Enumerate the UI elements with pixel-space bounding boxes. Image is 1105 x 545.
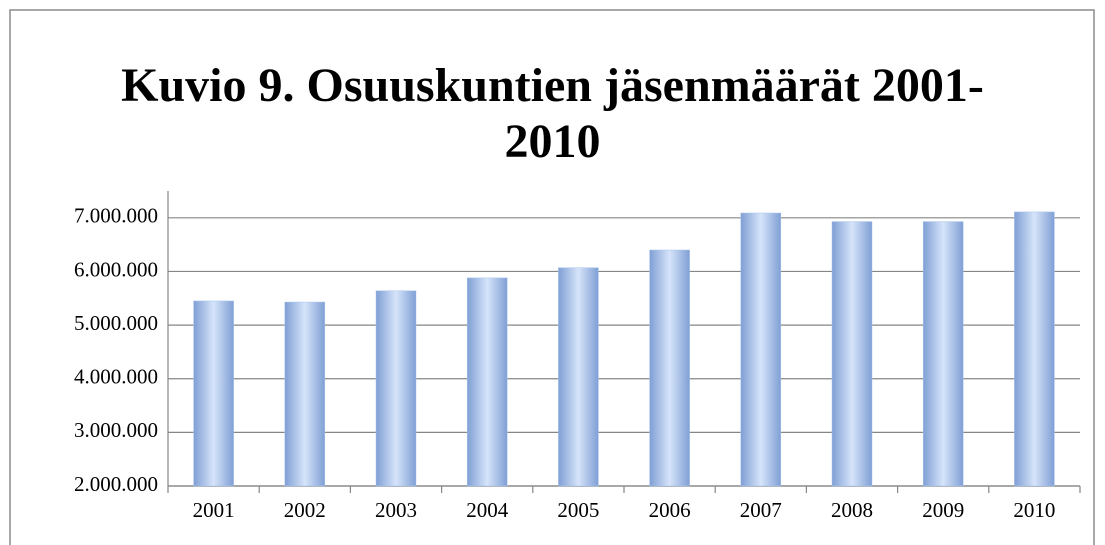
bar [284, 301, 326, 487]
x-tick-label: 2003 [375, 498, 417, 522]
bar [922, 221, 964, 487]
x-tick-label: 2005 [557, 498, 599, 522]
y-tick-label: 4.000.000 [74, 365, 158, 389]
bar [649, 249, 690, 487]
x-tick-label: 2009 [922, 498, 964, 522]
x-tick-label: 2001 [193, 498, 235, 522]
x-tick-label: 2008 [831, 498, 873, 522]
y-tick-label: 6.000.000 [74, 257, 158, 281]
bar [558, 267, 599, 487]
y-tick-label: 7.000.000 [74, 204, 158, 228]
x-tick-label: 2006 [649, 498, 691, 522]
bar [1014, 211, 1055, 487]
x-tick-label: 2002 [284, 498, 326, 522]
bar [740, 212, 782, 487]
x-tick-label: 2004 [466, 498, 509, 522]
bar [375, 290, 417, 487]
y-tick-label: 2.000.000 [74, 472, 158, 496]
chart-title: Kuvio 9. Osuuskuntien jäsenmäärät 2001-2… [121, 59, 984, 168]
x-tick-label: 2007 [740, 498, 782, 522]
bar [831, 221, 873, 487]
bar [193, 300, 234, 487]
chart-border [9, 9, 1095, 545]
y-tick-label: 3.000.000 [74, 418, 158, 442]
x-tick-label: 2010 [1013, 498, 1055, 522]
bar [466, 277, 508, 487]
y-tick-label: 5.000.000 [74, 311, 158, 335]
